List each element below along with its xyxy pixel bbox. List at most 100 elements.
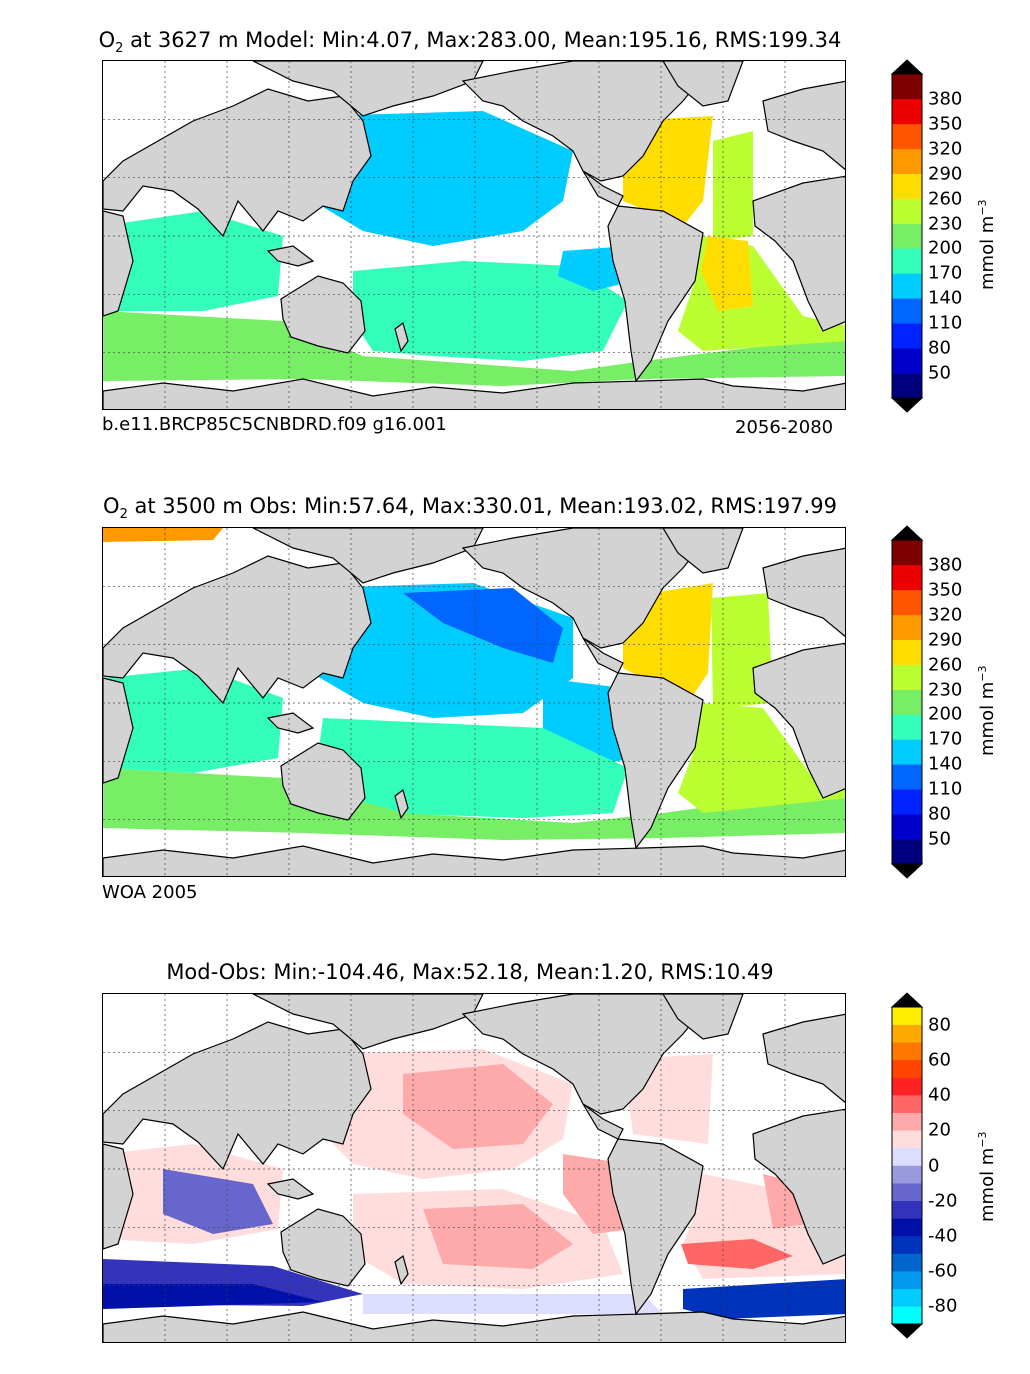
land-africa-east xyxy=(103,210,134,317)
colorbar-swatch xyxy=(892,1271,922,1290)
colorbar-tick-label: 380 xyxy=(928,88,963,110)
colorbar-swatch xyxy=(892,1200,922,1219)
colorbar-tick-label: 200 xyxy=(928,703,963,725)
land-new-zealand xyxy=(394,1254,409,1286)
land-africa-east xyxy=(103,677,134,784)
colorbar-swatch xyxy=(892,689,922,715)
colorbar-tick-label: 80 xyxy=(928,803,951,825)
colorbar-swatch xyxy=(892,273,922,299)
colorbar-tick-label: -20 xyxy=(928,1190,958,1212)
colorbar-swatch xyxy=(892,198,922,224)
diff-atlantic-southern-deep xyxy=(683,1279,845,1319)
colorbar-swatch xyxy=(892,1235,922,1254)
colorbar-tick-label: 200 xyxy=(928,237,963,259)
colorbar-swatch xyxy=(892,1147,922,1166)
panel-3-title: Mod-Obs: Min:-104.46, Max:52.18, Mean:1.… xyxy=(166,960,774,984)
colorbar-swatch xyxy=(892,639,922,665)
colorbar-swatch xyxy=(892,348,922,374)
colorbar-tick-label: 230 xyxy=(928,679,963,701)
land-central-america xyxy=(582,637,624,674)
land-north-asia xyxy=(252,61,484,117)
colorbar-extend-top xyxy=(890,59,924,75)
panel-1-map xyxy=(102,60,846,410)
colorbar-extend-bottom xyxy=(890,863,924,879)
colorbar-swatch xyxy=(892,323,922,349)
colorbar-swatch xyxy=(892,1306,922,1325)
colorbar-swatch xyxy=(892,373,922,399)
panel-1-years-label: 2056-2080 xyxy=(735,417,834,438)
land-antarctica xyxy=(103,378,845,409)
colorbar-tick-label: 60 xyxy=(928,1049,951,1071)
colorbar-swatch xyxy=(892,1183,922,1202)
panel-2-source-label: WOA 2005 xyxy=(102,882,198,903)
field-arctic xyxy=(103,528,223,542)
colorbar-tick-label: 50 xyxy=(928,362,951,384)
field-indian-ocean xyxy=(103,668,283,773)
colorbar-swatch xyxy=(892,764,922,790)
panel-3-map xyxy=(102,993,846,1343)
land-australia xyxy=(280,1208,366,1287)
colorbar-swatch xyxy=(892,1077,922,1096)
colorbar-swatch xyxy=(892,1130,922,1149)
map-canvas xyxy=(103,528,845,876)
colorbar-swatch xyxy=(892,1218,922,1237)
map-canvas xyxy=(103,994,845,1342)
colorbar-tick-label: 230 xyxy=(928,213,963,235)
field-atlantic-south xyxy=(678,703,845,813)
colorbar-tick-label: 50 xyxy=(928,828,951,850)
field-pacific-northeast xyxy=(403,588,563,663)
colorbar-swatch xyxy=(892,98,922,125)
colorbar-tick-label: 170 xyxy=(928,728,963,750)
land-europe xyxy=(762,547,845,638)
land-africa-east xyxy=(103,1143,134,1250)
colorbar-swatch xyxy=(892,564,922,591)
land-layer xyxy=(103,528,845,876)
diff-southern-deep xyxy=(103,1284,323,1309)
land-australia xyxy=(280,742,366,821)
panel-2-units: mmol m−3 xyxy=(976,665,998,756)
panel-3-colorbar: 80 60 40 20 0 -20 -40 -60 -80 xyxy=(890,992,957,1339)
land-layer xyxy=(103,994,845,1342)
colorbar-swatch xyxy=(892,589,922,616)
colorbar-swatch xyxy=(892,839,922,865)
colorbar-tick-label: 260 xyxy=(928,654,963,676)
colorbar-tick-label: 350 xyxy=(928,579,963,601)
diff-pacific-core xyxy=(403,1064,553,1149)
land-south-america xyxy=(607,672,704,850)
colorbar-extend-top xyxy=(890,525,924,541)
land-africa-west xyxy=(752,642,845,799)
colorbar-tick-label: 320 xyxy=(928,604,963,626)
colorbar-swatch xyxy=(892,1095,922,1113)
colorbar-tick-label: 140 xyxy=(928,753,963,775)
colorbar-frame xyxy=(891,1006,923,1325)
colorbar-swatch xyxy=(892,1165,922,1184)
field-atlantic-east xyxy=(713,131,753,241)
land-asia-europe-west xyxy=(103,555,372,705)
colorbar-tick-label: 350 xyxy=(928,113,963,135)
panel-3-units: mmol m−3 xyxy=(976,1131,998,1222)
land-africa-west xyxy=(752,175,845,332)
land-south-america xyxy=(607,205,704,383)
colorbar-tick-label: 40 xyxy=(928,1084,951,1106)
diff-atlantic-hotspot xyxy=(681,1239,793,1269)
colorbar-frame xyxy=(891,539,923,865)
field-pacific-north xyxy=(303,111,573,246)
colorbar-tick-label: 140 xyxy=(928,287,963,309)
land-asia-europe-west xyxy=(103,88,372,238)
land-africa-west xyxy=(752,1108,845,1265)
colorbar-swatch xyxy=(892,1112,922,1131)
graticule xyxy=(103,994,845,1342)
colorbar-swatch xyxy=(892,148,922,174)
land-antarctica xyxy=(103,845,845,876)
colorbar-canvas xyxy=(890,525,924,879)
colorbar-extend-bottom xyxy=(890,1323,924,1339)
land-north-asia xyxy=(252,994,484,1050)
diff-pacific-south-core xyxy=(423,1204,573,1269)
colorbar-tick-label: 290 xyxy=(928,629,963,651)
land-south-america xyxy=(607,1138,704,1316)
colorbar-swatch xyxy=(892,739,922,765)
colorbar-tick-label: 110 xyxy=(928,312,963,334)
panel-1-case-label: b.e11.BRCP85C5CNBDRD.f09 g16.001 xyxy=(102,414,447,435)
colorbar-canvas xyxy=(890,992,924,1339)
colorbar-extend-bottom xyxy=(890,397,924,413)
